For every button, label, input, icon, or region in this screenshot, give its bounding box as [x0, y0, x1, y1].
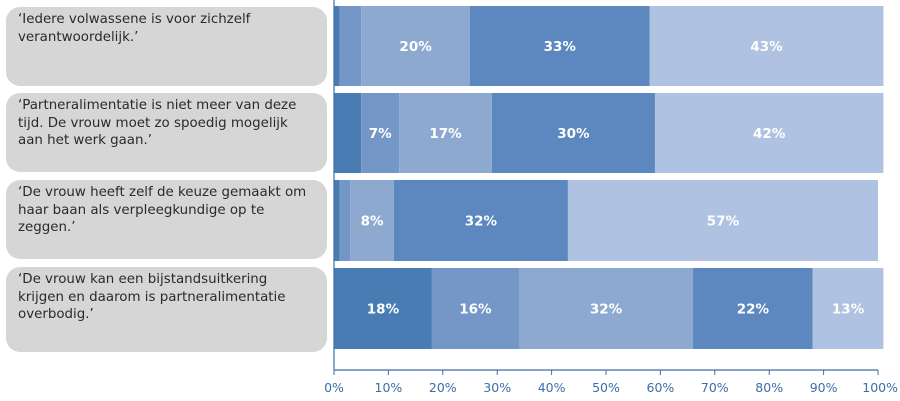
bar-segment: [693, 268, 813, 349]
data-label: 18%: [367, 302, 400, 318]
statement-label: ‘Iedere volwassene is voor zichzelf vera…: [6, 7, 327, 86]
bar-segment: [361, 6, 470, 86]
data-label: 33%: [544, 39, 577, 55]
bar-segment: [567, 180, 878, 261]
x-tick-label: 90%: [810, 380, 838, 395]
bar-segment: [431, 268, 519, 349]
data-label: 8%: [361, 214, 384, 230]
statement-label: ‘De vrouw kan een bijstandsuitkering kri…: [6, 267, 327, 352]
bar-segment: [491, 93, 655, 173]
bar-segment: [654, 93, 884, 173]
bar-segment: [649, 6, 884, 86]
data-label: 32%: [465, 214, 498, 230]
bar-segment: [339, 6, 362, 86]
x-tick-label: 40%: [538, 380, 566, 395]
data-label: 42%: [753, 126, 786, 142]
bar-segment: [334, 6, 340, 86]
statement-label: ‘Partneralimentatie is niet meer van dez…: [6, 93, 327, 172]
x-tick-label: 30%: [483, 380, 511, 395]
bar-segment: [334, 268, 432, 349]
data-label: 20%: [399, 39, 432, 55]
x-tick-label: 0%: [324, 380, 344, 395]
x-tick-label: 70%: [701, 380, 729, 395]
data-label: 32%: [590, 302, 623, 318]
x-tick-label: 10%: [375, 380, 403, 395]
statement-label: ‘De vrouw heeft zelf de keuze gemaakt om…: [6, 180, 327, 259]
data-label: 7%: [369, 126, 392, 142]
bar-segment: [812, 268, 884, 349]
bar-segment: [339, 180, 351, 261]
data-label: 17%: [429, 126, 462, 142]
data-label: 57%: [707, 214, 740, 230]
data-label: 43%: [750, 39, 783, 55]
bar-segment: [518, 268, 694, 349]
data-label: 13%: [832, 302, 865, 318]
data-label: 16%: [459, 302, 492, 318]
x-tick-label: 60%: [647, 380, 675, 395]
x-tick-label: 80%: [755, 380, 783, 395]
x-tick-label: 20%: [429, 380, 457, 395]
bar-segment: [334, 93, 362, 173]
bar-segment: [361, 93, 400, 173]
x-tick-label: 100%: [862, 380, 898, 395]
x-tick-label: 50%: [592, 380, 620, 395]
bar-segment: [399, 93, 492, 173]
bar-segment: [350, 180, 394, 261]
bar-segment: [470, 6, 650, 86]
data-label: 30%: [557, 126, 590, 142]
bar-segment: [334, 180, 340, 261]
data-label: 22%: [737, 302, 770, 318]
bar-segment: [393, 180, 568, 261]
